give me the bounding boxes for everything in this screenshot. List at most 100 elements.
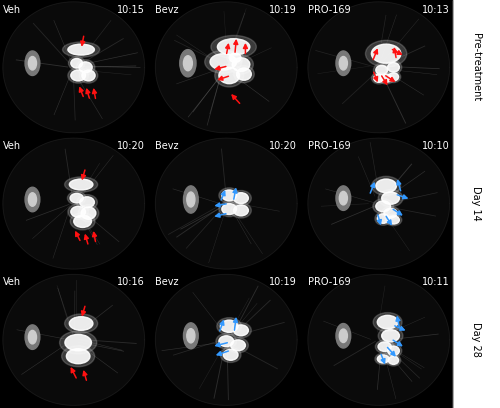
Ellipse shape bbox=[234, 66, 254, 83]
Ellipse shape bbox=[340, 329, 347, 343]
Ellipse shape bbox=[68, 57, 85, 70]
Polygon shape bbox=[3, 138, 144, 269]
Ellipse shape bbox=[68, 191, 86, 205]
Ellipse shape bbox=[380, 74, 392, 82]
Ellipse shape bbox=[384, 208, 397, 218]
Ellipse shape bbox=[388, 62, 400, 72]
Ellipse shape bbox=[336, 186, 350, 211]
Text: 10:19: 10:19 bbox=[270, 4, 297, 15]
Ellipse shape bbox=[376, 340, 394, 353]
Ellipse shape bbox=[336, 324, 350, 348]
Ellipse shape bbox=[373, 313, 402, 332]
Text: 10:19: 10:19 bbox=[270, 277, 297, 287]
Text: 10:10: 10:10 bbox=[422, 141, 450, 151]
Text: Veh: Veh bbox=[3, 141, 21, 151]
Ellipse shape bbox=[388, 356, 398, 364]
Ellipse shape bbox=[336, 51, 350, 75]
Ellipse shape bbox=[66, 349, 90, 364]
Ellipse shape bbox=[216, 334, 236, 349]
Ellipse shape bbox=[386, 71, 400, 82]
Ellipse shape bbox=[28, 330, 36, 344]
Ellipse shape bbox=[218, 39, 250, 55]
Ellipse shape bbox=[78, 204, 99, 222]
Ellipse shape bbox=[378, 214, 389, 223]
Ellipse shape bbox=[76, 60, 95, 75]
Ellipse shape bbox=[234, 325, 248, 336]
Polygon shape bbox=[308, 2, 450, 133]
Ellipse shape bbox=[382, 206, 400, 220]
Ellipse shape bbox=[184, 56, 192, 71]
Ellipse shape bbox=[388, 216, 400, 224]
Text: PRO-169: PRO-169 bbox=[308, 4, 350, 15]
Ellipse shape bbox=[376, 65, 388, 75]
Text: 10:13: 10:13 bbox=[422, 4, 450, 15]
Text: Bevz: Bevz bbox=[156, 277, 179, 287]
Ellipse shape bbox=[64, 314, 98, 333]
Ellipse shape bbox=[229, 53, 241, 62]
Ellipse shape bbox=[376, 179, 396, 193]
Ellipse shape bbox=[375, 212, 392, 225]
Text: PRO-169: PRO-169 bbox=[308, 277, 350, 287]
Ellipse shape bbox=[210, 54, 236, 70]
Ellipse shape bbox=[71, 206, 86, 217]
Polygon shape bbox=[156, 2, 297, 133]
Ellipse shape bbox=[68, 68, 88, 83]
Ellipse shape bbox=[220, 347, 241, 362]
Ellipse shape bbox=[234, 193, 248, 204]
Ellipse shape bbox=[71, 58, 83, 68]
Ellipse shape bbox=[204, 51, 242, 73]
Ellipse shape bbox=[184, 186, 198, 213]
Text: Pre-treatment: Pre-treatment bbox=[471, 33, 481, 102]
Ellipse shape bbox=[187, 329, 195, 343]
Ellipse shape bbox=[74, 215, 92, 227]
Ellipse shape bbox=[211, 35, 256, 58]
Ellipse shape bbox=[375, 353, 392, 365]
Ellipse shape bbox=[227, 51, 244, 64]
Ellipse shape bbox=[234, 205, 248, 216]
Ellipse shape bbox=[68, 204, 88, 220]
Ellipse shape bbox=[373, 199, 394, 214]
Ellipse shape bbox=[219, 336, 234, 347]
Ellipse shape bbox=[68, 44, 94, 55]
Ellipse shape bbox=[79, 62, 92, 73]
Text: 10:15: 10:15 bbox=[116, 4, 144, 15]
Ellipse shape bbox=[71, 70, 86, 81]
Polygon shape bbox=[308, 275, 450, 405]
Text: 10:20: 10:20 bbox=[269, 141, 297, 151]
Ellipse shape bbox=[340, 191, 347, 205]
Ellipse shape bbox=[378, 342, 392, 351]
Ellipse shape bbox=[82, 70, 95, 81]
Ellipse shape bbox=[28, 193, 36, 206]
Ellipse shape bbox=[62, 346, 94, 367]
Polygon shape bbox=[3, 2, 144, 133]
Ellipse shape bbox=[65, 335, 92, 351]
Ellipse shape bbox=[217, 318, 242, 335]
Text: Veh: Veh bbox=[3, 4, 21, 15]
Polygon shape bbox=[156, 138, 297, 269]
Ellipse shape bbox=[372, 44, 401, 63]
Ellipse shape bbox=[220, 320, 238, 333]
Ellipse shape bbox=[385, 344, 402, 357]
Ellipse shape bbox=[62, 42, 100, 57]
Ellipse shape bbox=[60, 331, 97, 354]
Ellipse shape bbox=[382, 330, 400, 342]
Ellipse shape bbox=[374, 63, 390, 77]
Ellipse shape bbox=[25, 325, 40, 349]
Polygon shape bbox=[308, 138, 450, 269]
Polygon shape bbox=[156, 275, 297, 405]
Ellipse shape bbox=[388, 346, 400, 355]
Ellipse shape bbox=[376, 201, 390, 212]
Ellipse shape bbox=[230, 203, 252, 218]
Ellipse shape bbox=[372, 176, 400, 195]
Ellipse shape bbox=[180, 50, 196, 77]
Ellipse shape bbox=[81, 207, 96, 219]
Text: PRO-169: PRO-169 bbox=[308, 141, 350, 151]
Ellipse shape bbox=[219, 188, 240, 203]
Ellipse shape bbox=[378, 355, 389, 363]
Ellipse shape bbox=[228, 55, 254, 74]
Text: Bevz: Bevz bbox=[156, 141, 179, 151]
Text: 10:16: 10:16 bbox=[117, 277, 144, 287]
Ellipse shape bbox=[388, 73, 398, 81]
Text: Day 28: Day 28 bbox=[471, 322, 481, 357]
Ellipse shape bbox=[214, 64, 244, 87]
